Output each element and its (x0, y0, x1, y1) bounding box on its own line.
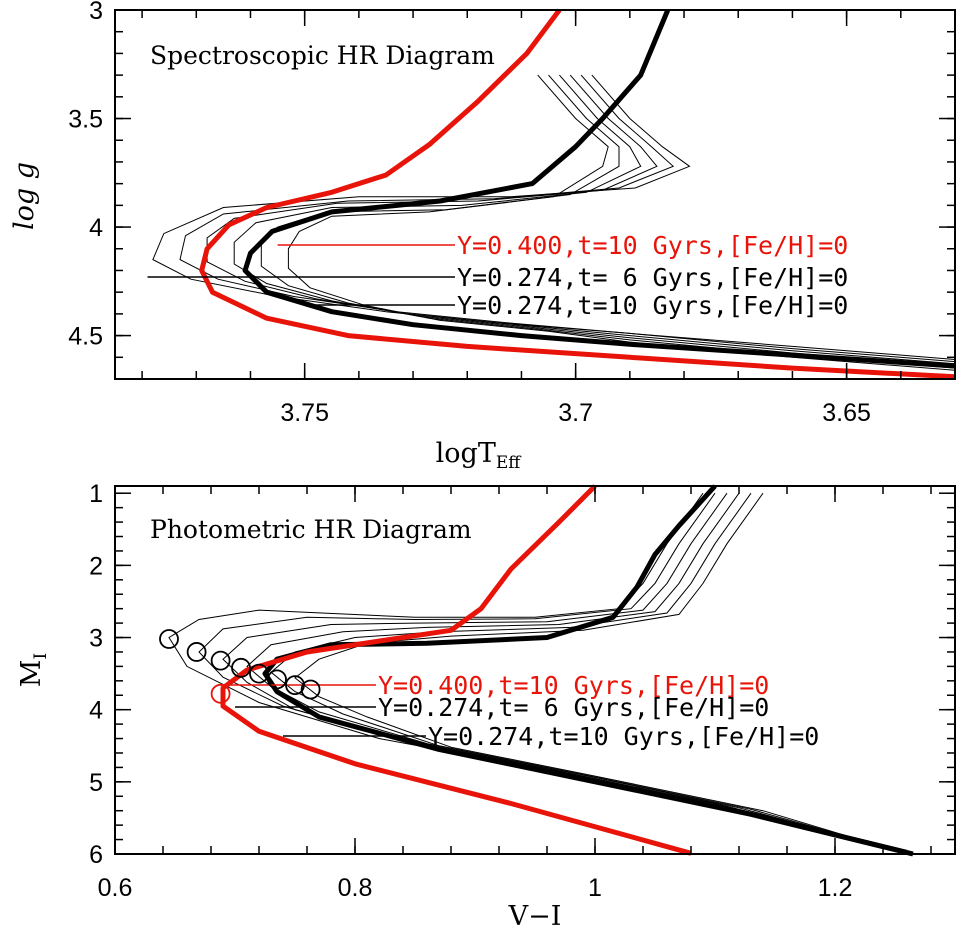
legend-entry: Y=0.400,t=10 Gyrs,[Fe/H]=0 (457, 231, 848, 260)
legend-entry: Y=0.274,t= 6 Gyrs,[Fe/H]=0 (457, 263, 848, 292)
series-line (220, 484, 692, 856)
turnoff-marker (210, 683, 231, 704)
y-tick-label: 6 (89, 841, 103, 869)
x-tick-label: 1.2 (818, 874, 853, 902)
main-isochrones (199, 8, 956, 380)
turnoff-marker (300, 679, 321, 700)
y-tick-label: 5 (89, 769, 103, 797)
legend: Y=0.400,t=10 Gyrs,[Fe/H]=0 Y=0.274,t= 6 … (457, 231, 848, 320)
thin-isochrone-line (287, 74, 956, 371)
legend: Y=0.400,t=10 Gyrs,[Fe/H]=0 Y=0.274,t= 6 … (378, 671, 819, 751)
x-tick-label: 0.8 (338, 874, 373, 902)
thin-isochrones (152, 74, 956, 371)
turnoff-marker (231, 657, 251, 678)
x-tick-label: 3.7 (558, 399, 593, 427)
y-tick-label: 4 (89, 697, 103, 725)
y-tick-label: 4 (89, 214, 103, 242)
y-tick-label: 2 (89, 552, 103, 580)
thin-isochrone-line (233, 74, 956, 367)
series-line (242, 9, 956, 369)
turnoff-marker (159, 629, 179, 649)
x-tick-label: 3.75 (280, 399, 329, 427)
x-axis-title: logTEff (436, 438, 523, 473)
y-tick-label: 4.5 (68, 323, 103, 351)
thin-isochrone-line (206, 74, 956, 365)
x-axis-title: V−I (508, 901, 562, 932)
thin-isochrone-line (294, 492, 908, 855)
panel-title: Spectroscopic HR Diagram (150, 41, 495, 70)
thin-isochrone-line (222, 492, 908, 853)
legend-entry: Y=0.274,t= 6 Gyrs,[Fe/H]=0 (378, 693, 769, 722)
y-tick-label: 1 (89, 480, 103, 508)
legend-entry: Y=0.274,t=10 Gyrs,[Fe/H]=0 (428, 722, 819, 751)
series-line (199, 8, 956, 380)
turnoff-marker (285, 675, 305, 696)
panel-title: Photometric HR Diagram (150, 515, 472, 544)
thin-isochrone-line (179, 74, 956, 363)
turnoff-marker (210, 650, 231, 671)
y-tick-label: 3 (89, 625, 103, 653)
legend-entry: Y=0.274,t=10 Gyrs,[Fe/H]=0 (457, 291, 848, 320)
x-tick-label: 0.6 (98, 874, 133, 902)
turnoff-marker (249, 663, 269, 684)
main-isochrones (220, 484, 914, 857)
plot-frame (114, 9, 956, 380)
tick-labels: 3.75 3.7 3.65 3 3.5 4 4.5 (68, 0, 871, 427)
spectroscopic-panel: Spectroscopic HR Diagram Y=0.400,t=10 Gy… (9, 0, 956, 473)
thin-isochrones (168, 492, 908, 855)
legend-entry: Y=0.400,t=10 Gyrs,[Fe/H]=0 (378, 671, 769, 700)
y-tick-label: 3.5 (68, 106, 103, 134)
y-axis-title: log g (9, 162, 40, 230)
y-tick-label: 3 (89, 0, 103, 25)
tick-labels: 0.6 0.8 1 1.2 1 2 3 4 5 6 (89, 480, 852, 902)
legend-leader-lines (147, 244, 455, 306)
turnoff-markers (159, 629, 321, 704)
x-tick-label: 1 (588, 874, 602, 902)
axis-ticks (114, 486, 955, 855)
photometric-panel: Photometric HR Diagram Y=0.400,t=10 Gyrs… (16, 480, 956, 932)
thin-isochrone-line (152, 74, 956, 360)
plot-frame (114, 485, 956, 855)
turnoff-marker (267, 669, 287, 690)
x-tick-label: 3.65 (822, 399, 871, 427)
y-axis-title: MI (16, 653, 51, 687)
legend-leader-lines (220, 684, 426, 737)
turnoff-marker (186, 642, 207, 662)
